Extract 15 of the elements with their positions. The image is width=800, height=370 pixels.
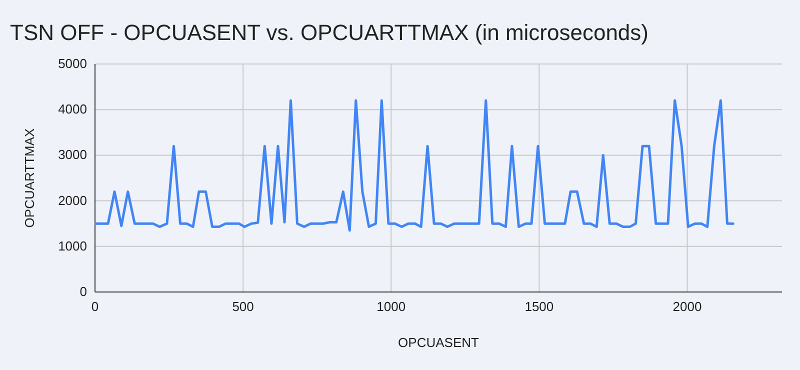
x-tick-label: 1500: [524, 299, 554, 314]
x-tick-label: 1000: [376, 299, 406, 314]
chart-title: TSN OFF - OPCUASENT vs. OPCUARTTMAX (in microseconds): [10, 20, 648, 45]
x-tick-label: 2000: [672, 299, 702, 314]
x-tick-label: 500: [232, 299, 254, 314]
y-tick-label: 1000: [58, 238, 87, 254]
y-tick-label: 3000: [58, 147, 87, 162]
y-axis-title: OPCUARTTMAX: [22, 128, 37, 228]
line-series: [94, 99, 734, 232]
y-tick-label: 4000: [58, 102, 87, 117]
x-axis-title: OPCUASENT: [398, 335, 480, 350]
y-tick-label: 2000: [58, 192, 87, 208]
y-tick-label: 5000: [58, 56, 87, 71]
y-tick-label: 0: [80, 284, 87, 299]
x-tick-label: 0: [91, 299, 99, 314]
